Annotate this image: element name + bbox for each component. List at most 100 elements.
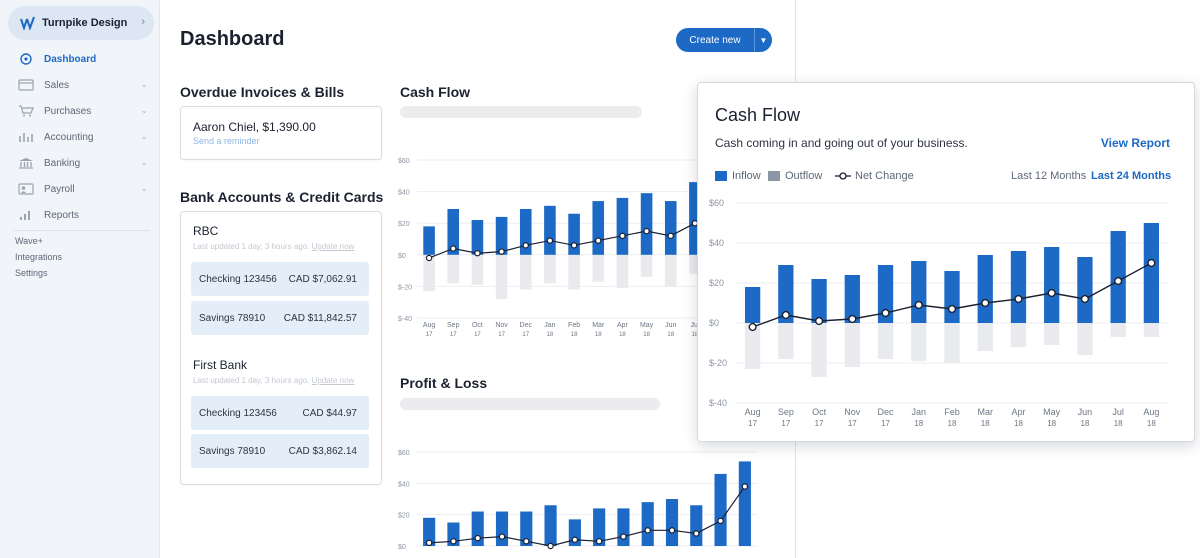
- net-change-point: [595, 237, 602, 244]
- inflow-bar: [714, 473, 727, 546]
- x-tick-label: 18: [1047, 419, 1056, 428]
- account-name: Checking 123456: [199, 407, 277, 419]
- legend-net-change[interactable]: Net Change: [835, 170, 914, 182]
- legend-outflow[interactable]: Outflow: [768, 170, 822, 182]
- cashflow-chart: $60 $40 $20 $0 $-20 $-40 Aug 17 Sep 17 Oct 17 Nov 17 D…: [398, 158, 705, 338]
- legend-outflow-label: Outflow: [785, 170, 823, 182]
- account-row[interactable]: Savings 78910 CAD $3,862.14: [191, 434, 369, 468]
- x-tick-label: Aug: [745, 407, 761, 417]
- x-tick-label: 18: [571, 332, 578, 338]
- create-new-button[interactable]: Create new ▼: [676, 28, 772, 52]
- x-tick-label: Apr: [617, 322, 629, 329]
- x-tick-label: 18: [1114, 419, 1123, 428]
- sidebar-item-accounting[interactable]: Accounting ⌄: [0, 126, 160, 148]
- inflow-bar: [592, 201, 605, 255]
- sidebar-item-reports[interactable]: Reports: [0, 204, 160, 226]
- x-tick-label: Feb: [944, 407, 960, 417]
- inflow-bar: [495, 216, 508, 255]
- account-balance: CAD $3,862.14: [288, 445, 357, 457]
- net-change-point: [450, 245, 457, 252]
- caret-down-icon[interactable]: ▼: [759, 35, 768, 45]
- outflow-bar: [911, 323, 927, 361]
- sidebar-item-dashboard[interactable]: Dashboard: [0, 48, 160, 70]
- outflow-bar: [616, 254, 629, 288]
- dashboard-icon: [20, 53, 32, 65]
- inflow-bar: [944, 271, 960, 323]
- net-change-point: [425, 254, 433, 262]
- net-change-point: [546, 237, 554, 244]
- inflow-bar: [811, 279, 827, 323]
- business-switcher[interactable]: Turnpike Design ›: [8, 6, 154, 40]
- x-tick-label: 17: [474, 332, 481, 338]
- net-change-point: [619, 232, 626, 240]
- x-tick-label: May: [1043, 407, 1061, 417]
- sidebar-item-banking[interactable]: Banking ⌄: [0, 152, 160, 174]
- outflow-bar: [877, 323, 894, 359]
- cashflow-panel-title: Cash Flow: [400, 84, 471, 100]
- account-row[interactable]: Checking 123456 CAD $7,062.91: [191, 262, 369, 296]
- y-tick-label: $0: [398, 544, 406, 551]
- outflow-swatch: [768, 171, 780, 181]
- x-tick-label: Mar: [977, 407, 993, 417]
- bank-icon: [19, 158, 33, 169]
- sidebar-item-label: Purchases: [44, 105, 92, 117]
- x-tick-label: 18: [595, 332, 602, 338]
- wave-logo-icon: [20, 16, 35, 30]
- account-row[interactable]: Savings 78910 CAD $11,842.57: [191, 301, 369, 335]
- legend-inflow[interactable]: Inflow: [715, 170, 761, 182]
- range-12-months[interactable]: Last 12 Months: [1011, 170, 1087, 182]
- x-tick-label: Dec: [878, 407, 895, 417]
- inflow-bar: [495, 511, 509, 546]
- account-name: Savings 78910: [199, 445, 266, 457]
- y-tick-label: $0: [709, 318, 719, 328]
- net-change-point: [571, 536, 579, 543]
- outflow-bar: [592, 254, 605, 282]
- x-tick-label: May: [640, 322, 654, 329]
- sidebar-item-label: Sales: [44, 79, 70, 91]
- update-now-link[interactable]: Update now: [311, 376, 355, 385]
- sidebar-item-sales[interactable]: Sales ⌄: [0, 74, 160, 96]
- accounting-icon: [19, 133, 33, 142]
- outflow-bar: [1010, 323, 1027, 347]
- y-tick-label: $60: [398, 158, 410, 165]
- x-tick-label: Oct: [472, 322, 483, 329]
- net-change-point: [1080, 294, 1090, 304]
- x-tick-label: 18: [619, 332, 626, 338]
- outflow-bar: [640, 254, 653, 277]
- inflow-bar: [568, 213, 580, 255]
- loading-placeholder: [400, 106, 642, 118]
- inflow-bar: [544, 205, 556, 255]
- outflow-bar: [447, 254, 460, 284]
- view-report-link[interactable]: View Report: [1100, 136, 1170, 150]
- cashflow-title: Cash Flow: [715, 105, 801, 125]
- send-reminder-link[interactable]: Send a reminder: [193, 136, 260, 146]
- inflow-bar: [617, 508, 630, 546]
- inflow-bar: [844, 275, 860, 323]
- x-tick-label: Sep: [447, 322, 460, 329]
- net-change-point: [643, 227, 650, 235]
- update-now-link[interactable]: Update now: [311, 242, 355, 251]
- net-change-point: [1114, 276, 1123, 286]
- outflow-bar: [1110, 323, 1126, 337]
- cashflow-subtitle: Cash coming in and going out of your bus…: [715, 136, 968, 150]
- inflow-bar: [616, 197, 629, 255]
- outflow-bar: [519, 254, 532, 290]
- x-tick-label: 17: [426, 332, 433, 338]
- net-change-point: [547, 542, 554, 550]
- outflow-bar: [689, 254, 701, 274]
- bank-name: RBC: [193, 224, 219, 238]
- sidebar-item-payroll[interactable]: Payroll ⌄: [0, 178, 160, 200]
- net-change-point: [741, 483, 749, 490]
- sidebar-item-wave-plus[interactable]: Wave+: [15, 236, 43, 246]
- range-24-months[interactable]: Last 24 Months: [1091, 170, 1172, 182]
- x-tick-label: Jul: [690, 322, 699, 329]
- outflow-bar: [811, 323, 827, 377]
- x-tick-label: Jun: [1078, 407, 1093, 417]
- sidebar-item-purchases[interactable]: Purchases ⌄: [0, 100, 160, 122]
- account-row[interactable]: Checking 123456 CAD $44.97: [191, 396, 369, 430]
- inflow-bar: [471, 220, 484, 255]
- x-tick-label: 18: [1080, 419, 1089, 428]
- sidebar-item-settings[interactable]: Settings: [15, 268, 48, 278]
- sidebar-item-integrations[interactable]: Integrations: [15, 252, 63, 262]
- net-change-point: [947, 304, 957, 314]
